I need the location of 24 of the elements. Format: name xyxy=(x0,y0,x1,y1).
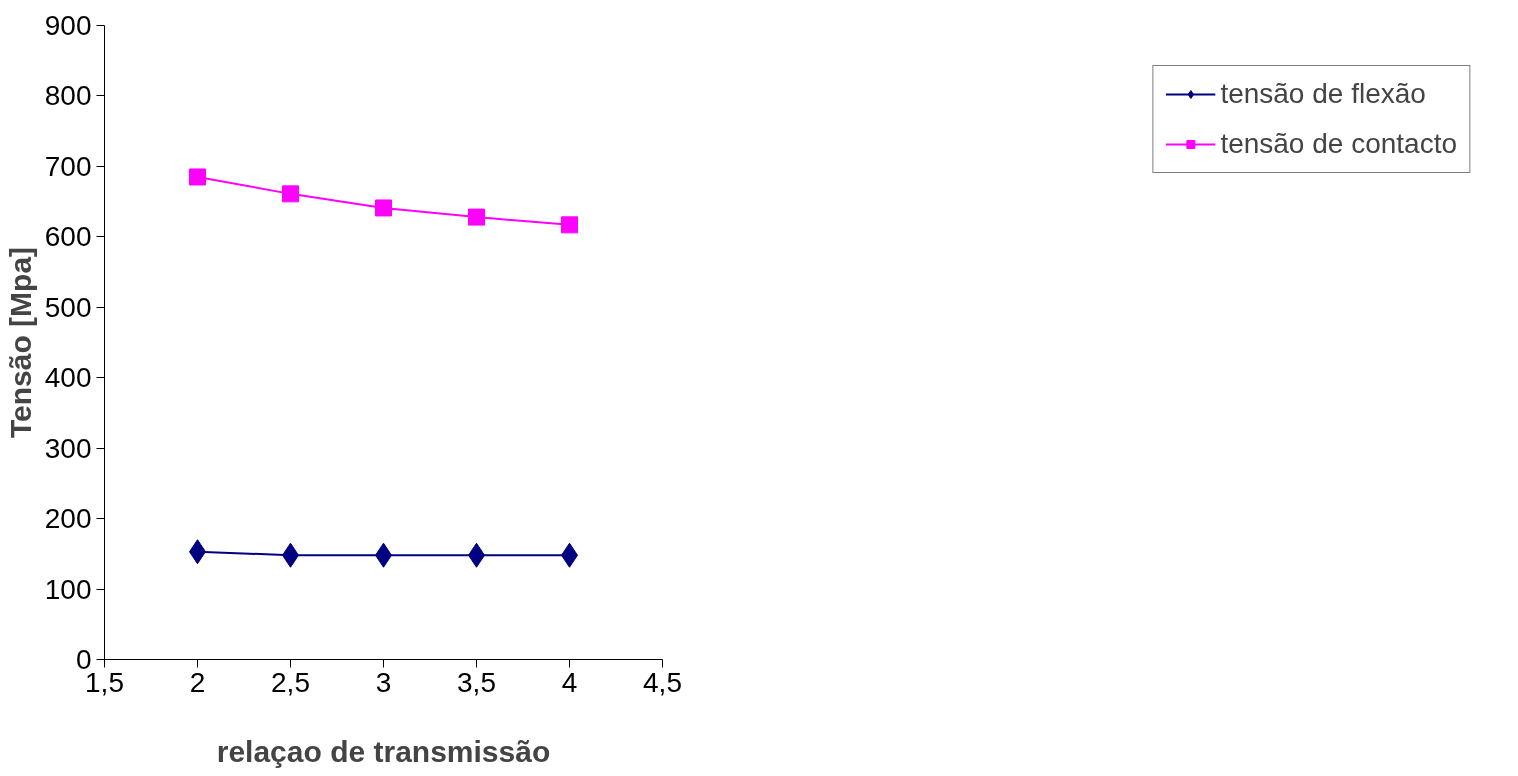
y-tick-label: 500 xyxy=(44,291,92,323)
point xyxy=(375,199,392,217)
legend-label: tensão de contacto xyxy=(1220,128,1457,160)
point xyxy=(282,185,299,203)
y-tick-label: 800 xyxy=(44,80,92,112)
y-tick-label: 900 xyxy=(44,10,92,41)
y-tick-label: 300 xyxy=(44,432,92,464)
x-tick-label: 3 xyxy=(375,666,392,698)
y-tick-label: 400 xyxy=(44,362,92,394)
x-tick-label: 4,5 xyxy=(643,666,682,698)
point xyxy=(468,208,485,226)
legend-label: tensão de flexão xyxy=(1220,78,1426,110)
y-axis-title: Tensão [Mpa] xyxy=(3,246,37,439)
point xyxy=(189,168,206,186)
x-tick-label: 2 xyxy=(189,666,206,698)
y-tick-label: 600 xyxy=(44,221,92,253)
x-tick-label: 4 xyxy=(561,666,578,698)
x-axis-title: relaçao de transmissão xyxy=(216,734,551,768)
x-tick-label: 3,5 xyxy=(457,666,496,698)
y-tick-label: 700 xyxy=(44,150,92,182)
x-tick-label: 2,5 xyxy=(271,666,310,698)
y-tick-label: 200 xyxy=(44,503,92,535)
point xyxy=(561,216,578,234)
y-tick-label: 100 xyxy=(44,573,92,605)
